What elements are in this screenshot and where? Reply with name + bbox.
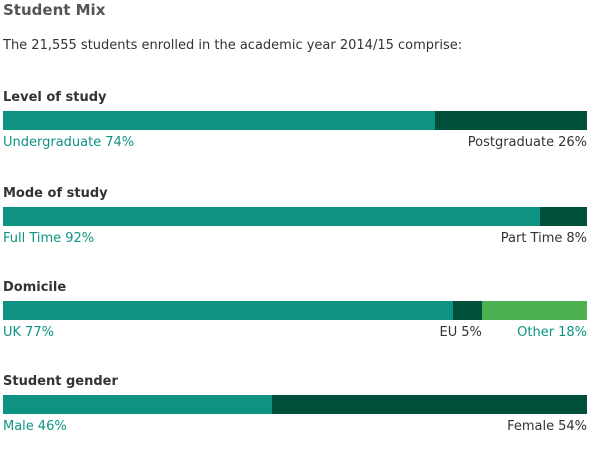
percent-value: 54% [558,419,587,434]
percent-value: 18% [558,325,587,340]
bar-segment-part-time [540,207,587,226]
bar-segment-male [3,395,272,414]
chart-title: Student Mix [3,1,106,19]
category-name: UK [3,325,22,340]
bar-segment-full-time [3,207,541,226]
percent-value: 74% [105,135,135,150]
category-name: Full Time [3,231,62,246]
stacked-bar [3,395,587,414]
intro-text: The 21,555 students enrolled in the acad… [3,38,463,53]
section-title: Student gender [3,374,118,389]
percent-value: 5% [461,325,482,340]
bar-segment-female [271,395,587,414]
stacked-bar [3,301,587,320]
segment-label-postgraduate: Postgraduate 26% [468,135,587,150]
category-name: Male [3,419,34,434]
section-title: Level of study [3,90,107,105]
segment-label-eu: EU 5% [440,325,482,340]
percent-value: 26% [558,135,587,150]
category-name: Other [517,325,555,340]
segment-label-male: Male 46% [3,419,67,434]
percent-value: 92% [65,231,95,246]
bar-segment-postgraduate [435,111,587,130]
category-name: Female [507,419,555,434]
stacked-bar [3,111,587,130]
segment-label-uk: UK 77% [3,325,54,340]
category-name: Undergraduate [3,135,102,150]
segment-label-part-time: Part Time 8% [501,231,587,246]
bar-segment-undergraduate [3,111,436,130]
category-name: Postgraduate [467,135,555,150]
category-name: Part Time [500,231,563,246]
stacked-bar [3,207,587,226]
segment-labels: Male 46% Female 54% [3,419,587,437]
section-title: Domicile [3,280,67,295]
segment-labels: Full Time 92% Part Time 8% [3,231,587,249]
percent-value: 8% [566,231,587,246]
segment-label-female: Female 54% [507,419,587,434]
section-title: Mode of study [3,186,108,201]
bar-segment-other [481,301,587,320]
segment-label-other: Other 18% [517,325,587,340]
segment-labels: Undergraduate 74% Postgraduate 26% [3,135,587,153]
segment-label-undergraduate: Undergraduate 74% [3,135,134,150]
segment-labels: UK 77% EU 5% Other 18% [3,325,587,343]
bar-segment-eu [452,301,482,320]
percent-value: 77% [25,325,54,340]
category-name: EU [439,325,458,340]
percent-value: 46% [37,419,67,434]
segment-label-full-time: Full Time 92% [3,231,94,246]
bar-segment-uk [3,301,453,320]
